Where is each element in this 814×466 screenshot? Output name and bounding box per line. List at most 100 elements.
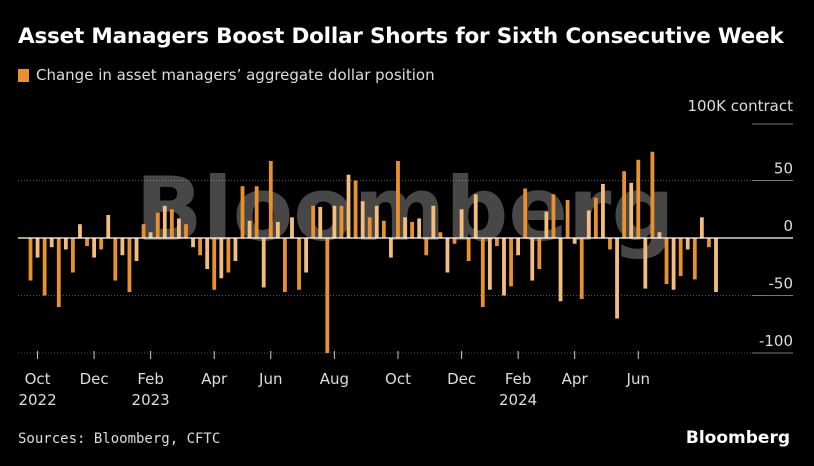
bar (148, 232, 153, 238)
bar (473, 194, 478, 238)
bar (367, 217, 372, 238)
legend: Change in asset managers’ aggregate doll… (18, 66, 435, 84)
bar (593, 197, 598, 238)
bar (113, 238, 118, 281)
bar (565, 200, 570, 238)
bar (42, 238, 47, 296)
bar (530, 238, 535, 281)
bar (198, 238, 203, 256)
x-tick-label: Feb (505, 370, 532, 388)
bar (169, 209, 174, 238)
bar (177, 218, 181, 238)
bar (332, 205, 337, 238)
x-tick-year: 2024 (499, 391, 537, 409)
chart-title: Asset Managers Boost Dollar Shorts for S… (18, 24, 784, 49)
bar (141, 224, 146, 238)
x-tick-label: Jun (258, 370, 282, 388)
bar (495, 238, 499, 247)
bar (63, 238, 68, 250)
bar (205, 238, 210, 270)
bar (268, 160, 273, 238)
bar (353, 180, 358, 238)
bar (184, 224, 188, 238)
bar (304, 238, 309, 273)
bar (28, 238, 33, 281)
bar (389, 238, 393, 258)
bar (297, 238, 301, 290)
bar (678, 238, 683, 276)
bar (162, 205, 167, 238)
bar (290, 217, 294, 238)
bar (339, 205, 344, 238)
bar (537, 238, 542, 270)
bar (311, 205, 316, 238)
bar (417, 218, 422, 238)
x-tick-year: 2022 (18, 391, 56, 409)
bar (120, 238, 125, 256)
bar (275, 221, 280, 238)
bar (707, 238, 711, 248)
bar (601, 183, 605, 238)
x-tick-label: Oct (385, 370, 411, 388)
bar (523, 188, 528, 238)
bar (261, 238, 266, 288)
y-tick-label: -100 (759, 332, 793, 350)
bar (622, 171, 627, 238)
bar (325, 238, 330, 353)
y-tick-label: -50 (769, 275, 794, 293)
bar (671, 238, 676, 290)
bar (685, 238, 690, 250)
bar (466, 238, 471, 261)
bar (657, 232, 662, 238)
bar (502, 238, 506, 296)
bar (396, 160, 400, 238)
bar (219, 238, 224, 279)
bar (191, 238, 195, 248)
bar (615, 238, 619, 319)
bar (35, 238, 40, 258)
brand-logo: Bloomberg (685, 428, 790, 448)
bar (650, 151, 655, 238)
legend-swatch (18, 68, 29, 82)
bar (551, 194, 556, 238)
bar (247, 220, 252, 238)
x-tick-label: Apr (201, 370, 228, 388)
bar (71, 238, 75, 273)
bar (99, 238, 104, 250)
bar (78, 224, 82, 238)
bar (586, 210, 591, 238)
bar (403, 217, 407, 238)
x-tick-label: Dec (80, 370, 109, 388)
bar (692, 238, 697, 280)
bar (544, 211, 549, 238)
x-tick-label: Aug (320, 370, 349, 388)
bar (283, 238, 287, 293)
bar (56, 238, 61, 307)
watermark-text: Bloomberg (136, 158, 675, 261)
x-tick-label: Dec (447, 370, 476, 388)
bar (374, 205, 379, 238)
bar (636, 159, 641, 238)
bar (85, 238, 89, 247)
bar (106, 215, 111, 238)
bar (459, 209, 464, 238)
bar (438, 232, 443, 238)
x-tick-label: Feb (137, 370, 164, 388)
bar (233, 238, 238, 261)
bar (381, 220, 386, 238)
bar (410, 221, 415, 238)
bar (49, 238, 54, 248)
bar (134, 238, 139, 261)
bar (516, 238, 521, 256)
bar (699, 217, 704, 238)
bar (346, 174, 351, 238)
bar (664, 238, 669, 284)
bar (487, 238, 492, 290)
bar (608, 238, 612, 250)
bar (579, 238, 584, 299)
x-tick-label: Oct (25, 370, 51, 388)
y-tick-label: 50 (774, 160, 793, 178)
bar (92, 238, 96, 258)
bar (452, 238, 457, 244)
